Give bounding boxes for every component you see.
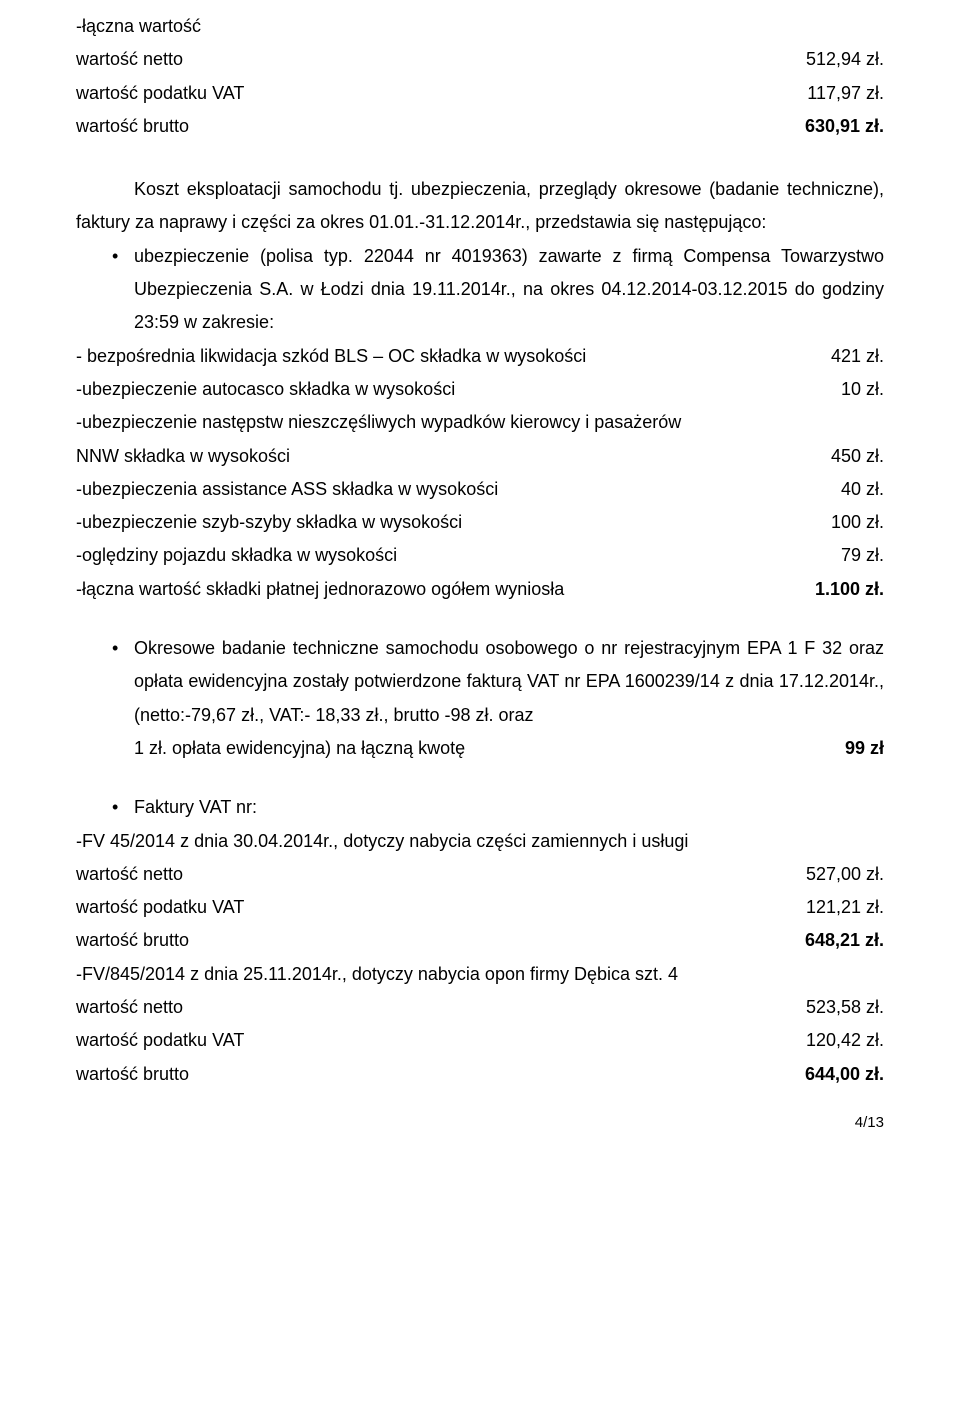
fv2-gross-row: wartość brutto 644,00 zł. <box>76 1058 884 1091</box>
ins-oc-label: - bezpośrednia likwidacja szkód BLS – OC… <box>76 340 819 373</box>
ins-total-label: -łączna wartość składki płatnej jednoraz… <box>76 573 803 606</box>
ins-inspect-label: -oględziny pojazdu składka w wysokości <box>76 539 829 572</box>
ins-nnw-row: NNW składka w wysokości 450 zł. <box>76 440 884 473</box>
fv2-vat-label: wartość podatku VAT <box>76 1024 794 1057</box>
ins-nnw-value: 450 zł. <box>819 440 884 473</box>
fv2-vat-row: wartość podatku VAT 120,42 zł. <box>76 1024 884 1057</box>
fv1-line: -FV 45/2014 z dnia 30.04.2014r., dotyczy… <box>76 825 884 858</box>
vat-row: wartość podatku VAT 117,97 zł. <box>76 77 884 110</box>
fv1-net-value: 527,00 zł. <box>794 858 884 891</box>
ins-ac-row: -ubezpieczenie autocasco składka w wysok… <box>76 373 884 406</box>
tech-last-value: 99 zł <box>833 732 884 765</box>
vat-label: wartość podatku VAT <box>76 77 795 110</box>
fv1-vat-value: 121,21 zł. <box>794 891 884 924</box>
ins-oc-row: - bezpośrednia likwidacja szkód BLS – OC… <box>76 340 884 373</box>
vat-value: 117,97 zł. <box>795 77 884 110</box>
ins-glass-row: -ubezpieczenie szyb-szyby składka w wyso… <box>76 506 884 539</box>
bullet-invoices: • Faktury VAT nr: <box>76 791 884 824</box>
gross-value: 630,91 zł. <box>793 110 884 143</box>
net-row: wartość netto 512,94 zł. <box>76 43 884 76</box>
ins-oc-value: 421 zł. <box>819 340 884 373</box>
tech-last-label: 1 zł. opłata ewidencyjna) na łączną kwot… <box>134 732 833 765</box>
ins-total-row: -łączna wartość składki płatnej jednoraz… <box>76 573 884 606</box>
fv2-net-row: wartość netto 523,58 zł. <box>76 991 884 1024</box>
bullet-tech: • Okresowe badanie techniczne samochodu … <box>76 632 884 732</box>
ins-glass-label: -ubezpieczenie szyb-szyby składka w wyso… <box>76 506 819 539</box>
net-value: 512,94 zł. <box>794 43 884 76</box>
ins-nnw-intro: -ubezpieczenie następstw nieszczęśliwych… <box>76 406 884 439</box>
fv2-gross-value: 644,00 zł. <box>793 1058 884 1091</box>
ins-nnw-label: NNW składka w wysokości <box>76 440 819 473</box>
expl-paragraph: Koszt eksploatacji samochodu tj. ubezpie… <box>76 173 884 240</box>
net-label: wartość netto <box>76 43 794 76</box>
bullet-dot-icon: • <box>76 791 134 824</box>
bullet-dot-icon: • <box>76 632 134 665</box>
gross-label: wartość brutto <box>76 110 793 143</box>
ins-ac-label: -ubezpieczenie autocasco składka w wysok… <box>76 373 829 406</box>
bullet-insurance-text: ubezpieczenie (polisa typ. 22044 nr 4019… <box>134 240 884 340</box>
ins-ac-value: 10 zł. <box>829 373 884 406</box>
tech-last-row: 1 zł. opłata ewidencyjna) na łączną kwot… <box>76 732 884 765</box>
total-value-heading: -łączna wartość <box>76 10 884 43</box>
fv1-gross-label: wartość brutto <box>76 924 793 957</box>
fv1-gross-row: wartość brutto 648,21 zł. <box>76 924 884 957</box>
fv2-gross-label: wartość brutto <box>76 1058 793 1091</box>
bullet-tech-text: Okresowe badanie techniczne samochodu os… <box>134 632 884 732</box>
ins-ass-row: -ubezpieczenia assistance ASS składka w … <box>76 473 884 506</box>
fv1-net-row: wartość netto 527,00 zł. <box>76 858 884 891</box>
ins-inspect-row: -oględziny pojazdu składka w wysokości 7… <box>76 539 884 572</box>
bullet-insurance: • ubezpieczenie (polisa typ. 22044 nr 40… <box>76 240 884 340</box>
fv2-net-label: wartość netto <box>76 991 794 1024</box>
invoices-title: Faktury VAT nr: <box>134 791 884 824</box>
page-number: 4/13 <box>76 1109 884 1137</box>
fv2-vat-value: 120,42 zł. <box>794 1024 884 1057</box>
ins-ass-label: -ubezpieczenia assistance ASS składka w … <box>76 473 829 506</box>
fv1-gross-value: 648,21 zł. <box>793 924 884 957</box>
fv1-vat-label: wartość podatku VAT <box>76 891 794 924</box>
fv1-net-label: wartość netto <box>76 858 794 891</box>
ins-ass-value: 40 zł. <box>829 473 884 506</box>
fv1-vat-row: wartość podatku VAT 121,21 zł. <box>76 891 884 924</box>
gross-row: wartość brutto 630,91 zł. <box>76 110 884 143</box>
fv2-line: -FV/845/2014 z dnia 25.11.2014r., dotycz… <box>76 958 884 991</box>
bullet-dot-icon: • <box>76 240 134 273</box>
fv2-net-value: 523,58 zł. <box>794 991 884 1024</box>
ins-inspect-value: 79 zł. <box>829 539 884 572</box>
ins-glass-value: 100 zł. <box>819 506 884 539</box>
ins-total-value: 1.100 zł. <box>803 573 884 606</box>
